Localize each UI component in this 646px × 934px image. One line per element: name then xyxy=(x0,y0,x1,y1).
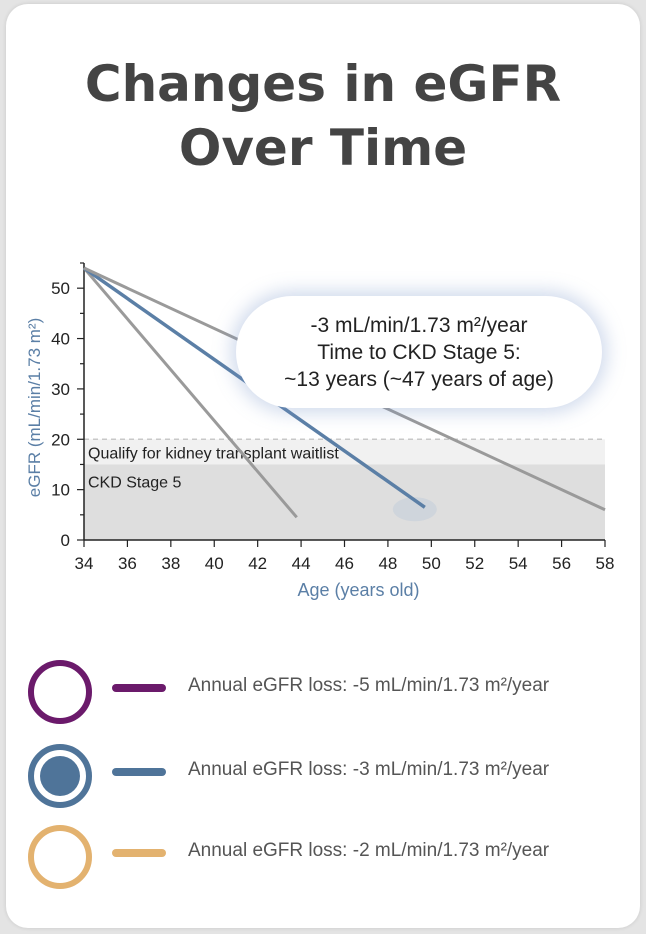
callout-line-3: ~13 years (~47 years of age) xyxy=(284,368,554,391)
legend-line-icon xyxy=(112,768,166,776)
legend-item-1: Annual eGFR loss: -5 mL/min/1.73 m²/year xyxy=(24,657,634,727)
x-tick-label: 58 xyxy=(596,554,615,573)
legend-label: Annual eGFR loss: -2 mL/min/1.73 m²/year xyxy=(188,840,550,861)
y-tick-label: 0 xyxy=(61,531,70,550)
title-line-2: Over Time xyxy=(178,119,468,177)
series-end-glow xyxy=(392,497,437,522)
legend-line-icon xyxy=(112,684,166,692)
legend-circle-icon xyxy=(28,660,92,724)
legend-circle-icon xyxy=(28,825,92,889)
x-tick-label: 42 xyxy=(248,554,267,573)
y-axis-label: eGFR (mL/min/1.73 m²) xyxy=(25,318,44,497)
x-tick-label: 50 xyxy=(422,554,441,573)
x-tick-label: 38 xyxy=(161,554,180,573)
y-tick-label: 10 xyxy=(51,481,70,500)
legend-circle-icon xyxy=(28,744,92,808)
x-tick-label: 48 xyxy=(378,554,397,573)
x-tick-label: 34 xyxy=(75,554,94,573)
y-tick-label: 50 xyxy=(51,279,70,298)
x-tick-label: 46 xyxy=(335,554,354,573)
band-2 xyxy=(84,464,605,540)
callout-line-1: -3 mL/min/1.73 m²/year xyxy=(310,314,528,337)
legend-line-icon xyxy=(112,849,166,857)
x-tick-label: 52 xyxy=(465,554,484,573)
x-tick-label: 44 xyxy=(292,554,311,573)
callout-line-2: Time to CKD Stage 5: xyxy=(317,341,521,364)
page-title: Changes in eGFR Over Time xyxy=(0,52,646,180)
y-tick-label: 30 xyxy=(51,380,70,399)
x-tick-label: 56 xyxy=(552,554,571,573)
x-tick-label: 54 xyxy=(509,554,528,573)
x-axis-label: Age (years old) xyxy=(297,580,419,600)
x-tick-label: 36 xyxy=(118,554,137,573)
band-label-waitlist: Qualify for kidney transplant waitlist xyxy=(88,445,339,462)
legend-item-2: Annual eGFR loss: -3 mL/min/1.73 m²/year xyxy=(24,741,634,811)
legend-label: Annual eGFR loss: -5 mL/min/1.73 m²/year xyxy=(188,675,550,696)
x-tick-label: 40 xyxy=(205,554,224,573)
series-line-1 xyxy=(82,267,298,519)
callout-bubble: -3 mL/min/1.73 m²/year Time to CKD Stage… xyxy=(236,296,602,408)
y-tick-label: 40 xyxy=(51,330,70,349)
legend-item-3: Annual eGFR loss: -2 mL/min/1.73 m²/year xyxy=(24,822,634,892)
y-tick-label: 20 xyxy=(51,430,70,449)
legend-label: Annual eGFR loss: -3 mL/min/1.73 m²/year xyxy=(188,759,550,780)
title-line-1: Changes in eGFR xyxy=(84,55,562,113)
band-label-ckd: CKD Stage 5 xyxy=(88,474,181,491)
